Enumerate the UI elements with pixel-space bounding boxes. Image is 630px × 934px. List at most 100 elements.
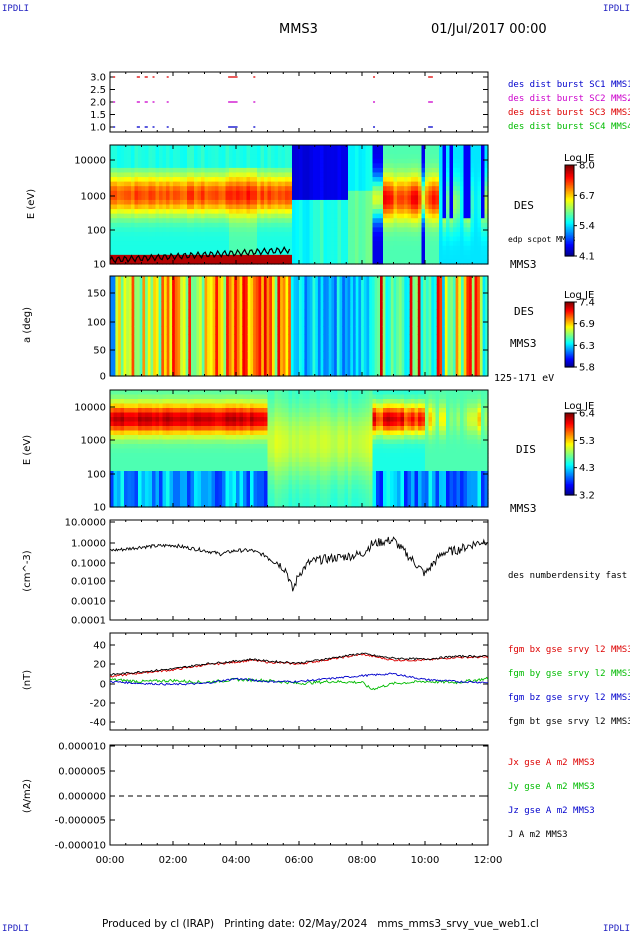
spectrogram-cell [355, 154, 360, 160]
spectrogram-cell [369, 245, 374, 251]
spectrogram-cell [449, 199, 454, 206]
spectrogram-cell [380, 309, 384, 319]
spectrogram-cell [470, 186, 475, 192]
spectrogram-cell [474, 317, 478, 327]
spectrogram-cell [328, 326, 332, 335]
spectrogram-cell [369, 250, 374, 256]
spectrogram-cell [161, 367, 165, 377]
spectrogram-cell [336, 301, 341, 310]
spectrogram-cell [247, 309, 251, 319]
spectrogram-cell [285, 204, 290, 210]
spectrogram-cell [404, 326, 408, 335]
spectrogram-cell [113, 421, 118, 427]
spectrogram-cell [117, 190, 122, 196]
spectrogram-cell [199, 359, 203, 369]
spectrogram-cell [215, 259, 220, 265]
spectrogram-cell [110, 412, 115, 418]
spectrogram-cell [239, 231, 244, 238]
spectrogram-cell [474, 163, 479, 169]
spectrogram-cell [390, 222, 395, 228]
spectrogram-cell [113, 190, 118, 196]
spectrogram-cell [442, 154, 447, 160]
spectrogram-cell [190, 236, 195, 242]
spectrogram-cell [176, 218, 181, 224]
spectrogram-cell [306, 154, 311, 160]
spectrogram-cell [313, 195, 318, 201]
spectrogram-cell [351, 149, 356, 155]
spectrogram-cell [288, 213, 293, 219]
spectrogram-cell [211, 213, 216, 219]
spectrogram-cell [320, 172, 325, 178]
spectrogram-cell [201, 231, 206, 238]
spectrogram-cell [162, 154, 167, 160]
spectrogram-cell [120, 408, 125, 414]
spectrogram-cell [260, 236, 265, 242]
spectrogram-cell [236, 317, 241, 327]
spectrogram-cell [134, 199, 139, 206]
spectrogram-cell [120, 177, 125, 183]
spectrogram-cell [145, 163, 150, 169]
spectrogram-cell [155, 351, 160, 360]
spectrogram-cell [201, 309, 206, 319]
spectrogram-cell [397, 222, 402, 228]
spectrogram-cell [204, 254, 209, 261]
spectrogram-cell [401, 351, 405, 360]
spectrogram-cell [421, 213, 426, 219]
spectrogram-cell [362, 172, 367, 178]
spectrogram-cell [197, 245, 202, 251]
spectrogram-cell [379, 204, 384, 210]
spectrogram-cell [169, 259, 174, 265]
spectrogram-cell [182, 342, 187, 352]
spectrogram-cell [353, 309, 357, 319]
spectrogram-cell [225, 186, 230, 192]
spectrogram-cell [280, 359, 284, 369]
spectrogram-cell [425, 158, 430, 164]
spectrogram-cell [458, 276, 462, 285]
spectrogram-cell [331, 309, 335, 319]
spectrogram-cell [421, 236, 426, 242]
spectrogram-cell [390, 167, 395, 174]
spectrogram-cell [420, 276, 424, 285]
spectrogram-cell [407, 154, 412, 160]
colorbar-swatch [565, 317, 574, 319]
spectrogram-cell [411, 259, 416, 265]
spectrogram-cell [236, 186, 241, 192]
spectrogram-cell [397, 236, 402, 242]
spectrogram-cell [257, 149, 262, 155]
spectrogram-cell [439, 254, 444, 261]
spectrogram-cell [243, 227, 248, 233]
spectrogram-cell [396, 292, 400, 302]
spectrogram-cell [194, 259, 199, 265]
spectrogram-cell [134, 276, 138, 285]
spectrogram-cell [484, 204, 489, 210]
spectrogram-cell [446, 172, 451, 178]
spectrogram-cell [222, 181, 227, 187]
spectrogram-cell [485, 359, 489, 369]
colorbar-swatch [565, 248, 574, 251]
spectrogram-cell [334, 241, 339, 247]
spectrogram-cell [358, 213, 363, 219]
spectrogram-cell [204, 218, 209, 224]
spectrogram-cell [466, 317, 470, 327]
spectrogram-cell [397, 195, 402, 201]
spectrogram-cell [110, 222, 115, 228]
spectrogram-cell [481, 231, 486, 238]
spectrogram-cell [258, 367, 262, 377]
spectrogram-cell [365, 218, 370, 224]
spectrogram-cell [204, 167, 209, 174]
spectrogram-cell [388, 292, 392, 302]
spectrogram-cell [229, 186, 234, 192]
spectrogram-cell [295, 227, 300, 233]
spectrogram-cell [263, 334, 268, 344]
spectrogram-cell [208, 218, 213, 224]
spectrogram-cell [131, 167, 136, 174]
spectrogram-cell [455, 276, 459, 285]
spectrogram-cell [313, 204, 318, 210]
spectrogram-cell [187, 177, 192, 183]
footer-credit: Produced by cl (IRAP) Printing date: 02/… [102, 918, 539, 930]
spectrogram-cell [245, 359, 249, 369]
spectrogram-cell [215, 177, 220, 183]
spectrogram-cell [351, 209, 356, 215]
spectrogram-cell [407, 351, 411, 360]
spectrogram-cell [281, 209, 286, 215]
